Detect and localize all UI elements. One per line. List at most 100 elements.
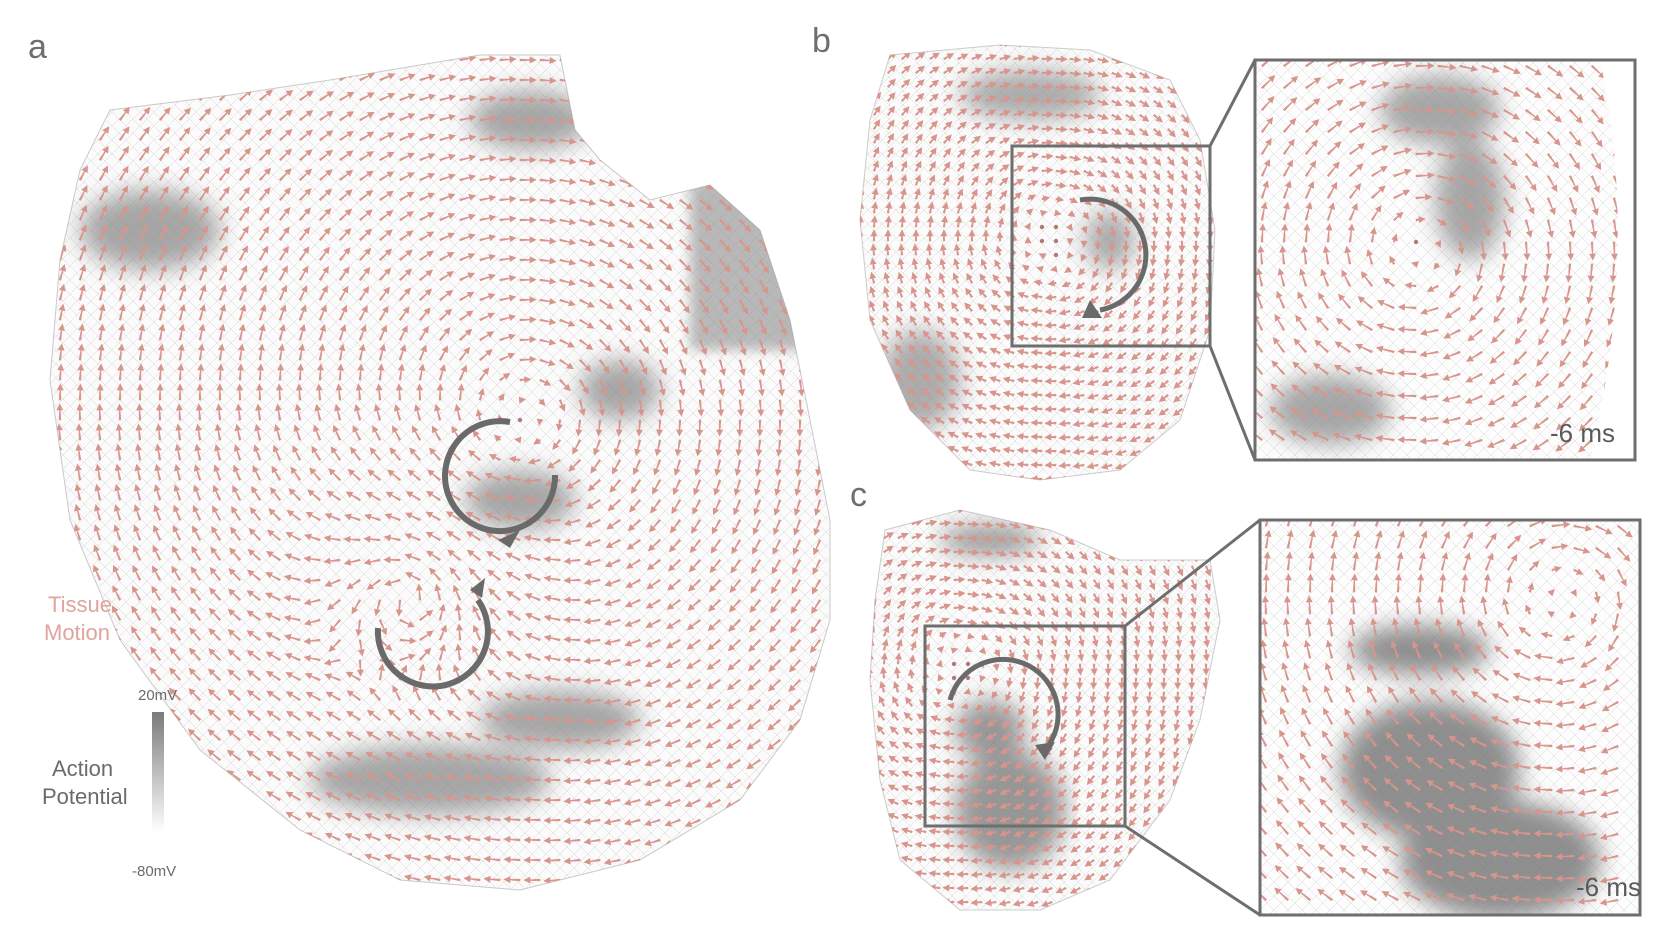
motion-arrow [1187, 790, 1193, 800]
motion-arrow [1200, 845, 1207, 854]
motion-arrow [700, 119, 714, 128]
motion-arrow [400, 54, 415, 61]
motion-arrow [129, 789, 141, 801]
motion-arrow [861, 783, 870, 790]
motion-arrow [819, 300, 826, 315]
motion-arrow [920, 446, 930, 452]
motion-arrow [1135, 537, 1142, 546]
motion-arrow [1024, 509, 1035, 515]
motion-arrow [859, 120, 865, 130]
motion-arrow [868, 344, 875, 354]
motion-arrow [247, 811, 261, 820]
motion-arrow [665, 879, 680, 886]
motion-arrow [1126, 58, 1136, 64]
motion-arrow [1215, 776, 1221, 787]
motion-arrow [1216, 762, 1222, 773]
motion-arrow [564, 878, 580, 884]
panel-c-letter: c [850, 476, 867, 514]
motion-arrow [1052, 509, 1062, 515]
motion-arrow [852, 415, 860, 424]
motion-arrow [1184, 887, 1192, 896]
motion-arrow [1185, 873, 1193, 882]
motion-arrow [226, 872, 240, 881]
motion-arrow [59, 146, 68, 160]
motion-arrow [799, 59, 812, 70]
motion-arrow [779, 199, 790, 212]
motion-arrow-dot [1040, 225, 1044, 229]
motion-arrow [1195, 86, 1204, 94]
motion-arrow [807, 819, 820, 829]
motion-arrow [246, 852, 260, 861]
motion-arrow [1214, 845, 1221, 855]
motion-arrow [819, 280, 827, 295]
motion-arrow [1099, 901, 1109, 908]
motion-arrow [1149, 509, 1157, 518]
motion-arrow [1038, 509, 1048, 515]
motion-arrow [266, 832, 280, 841]
motion-arrow [168, 789, 181, 800]
motion-arrow [620, 99, 636, 106]
motion-arrow [119, 87, 130, 100]
motion-arrow [779, 239, 789, 253]
legend-max-value: 20mV [138, 687, 177, 704]
motion-arrow [111, 667, 121, 681]
motion-arrow [975, 475, 986, 481]
motion-arrow [1199, 887, 1207, 896]
motion-arrow [819, 119, 831, 131]
motion-arrow [207, 790, 220, 800]
motion-arrow [860, 883, 871, 889]
motion-arrow [207, 810, 220, 820]
motion-arrow [699, 159, 713, 169]
motion-arrow [1187, 464, 1197, 471]
motion-arrow [1126, 44, 1137, 50]
motion-arrow [1056, 42, 1067, 48]
panel-b-zoom-connector-bottom [1210, 346, 1255, 460]
motion-arrow [859, 37, 868, 45]
motion-arrow [88, 849, 100, 861]
motion-arrow [887, 870, 898, 876]
motion-arrow [59, 47, 70, 60]
motion-arrow [130, 708, 141, 721]
motion-arrow [799, 79, 812, 90]
motion-arrow [168, 769, 180, 780]
motion-arrow [746, 799, 760, 808]
motion-arrow [786, 879, 800, 888]
motion-arrow [720, 79, 734, 88]
motion-arrow [948, 474, 959, 480]
motion-arrow [266, 873, 281, 881]
motion-arrow [55, 484, 61, 500]
motion-arrow [719, 139, 733, 149]
motion-arrow [880, 387, 888, 396]
motion-arrow [1209, 100, 1217, 109]
motion-arrow [759, 139, 772, 150]
motion-arrow [660, 79, 675, 86]
motion-arrow [948, 460, 959, 466]
motion-arrow [188, 790, 201, 801]
motion-arrow [139, 88, 150, 101]
motion-arrow [893, 473, 903, 480]
motion-arrow [1093, 523, 1102, 531]
motion-arrow [1201, 804, 1207, 814]
motion-arrow [1070, 43, 1081, 49]
motion-arrow [1202, 394, 1210, 403]
motion-arrow [880, 401, 889, 409]
motion-arrow [859, 147, 865, 157]
motion-arrow [920, 474, 930, 480]
motion-arrow [855, 315, 861, 325]
panel-b-zoom-inset: -6 ms [1248, 54, 1635, 460]
motion-arrow [1173, 464, 1183, 470]
motion-arrow [874, 813, 884, 819]
motion-arrow [640, 59, 655, 66]
motion-arrow [901, 898, 912, 904]
motion-arrow [79, 87, 89, 100]
motion-arrow [246, 832, 260, 841]
legend-action-potential-line2: Potential [42, 784, 128, 809]
motion-arrow [818, 400, 824, 416]
motion-arrow [1209, 72, 1218, 80]
motion-arrow [787, 839, 801, 849]
motion-arrow [1216, 734, 1222, 745]
motion-arrow [600, 99, 616, 105]
motion-arrow [869, 545, 878, 552]
motion-arrow [863, 740, 871, 749]
motion-arrow [766, 879, 780, 888]
